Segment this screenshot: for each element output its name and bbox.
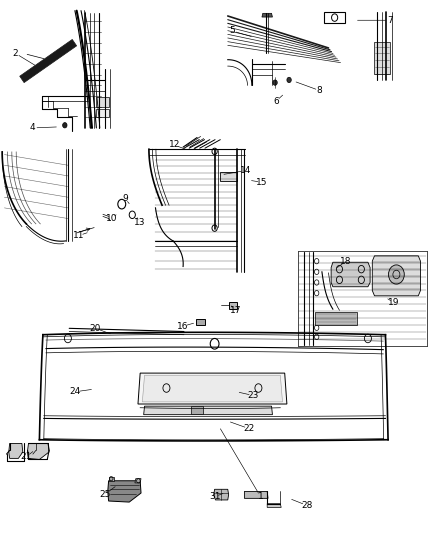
Text: 25: 25 — [99, 490, 111, 498]
Text: 9: 9 — [122, 194, 128, 203]
Polygon shape — [372, 256, 420, 296]
Polygon shape — [109, 477, 114, 481]
Polygon shape — [28, 443, 49, 459]
Polygon shape — [9, 443, 23, 458]
Polygon shape — [315, 312, 357, 325]
Polygon shape — [135, 479, 141, 483]
Bar — [96, 109, 109, 117]
Polygon shape — [244, 491, 268, 498]
Bar — [220, 172, 237, 181]
Polygon shape — [267, 504, 281, 507]
Text: 24: 24 — [70, 387, 81, 396]
Text: 22: 22 — [243, 424, 254, 433]
Bar — [324, 12, 345, 23]
Circle shape — [273, 80, 277, 85]
Bar — [96, 97, 109, 107]
Text: 23: 23 — [247, 391, 259, 400]
Text: 10: 10 — [106, 214, 117, 223]
Text: 8: 8 — [317, 86, 323, 95]
Text: 2: 2 — [13, 49, 18, 58]
Bar — [196, 319, 205, 325]
Text: 11: 11 — [73, 231, 85, 240]
Text: 1: 1 — [258, 492, 264, 501]
Polygon shape — [262, 13, 272, 17]
Text: 31: 31 — [209, 492, 220, 501]
Circle shape — [63, 123, 67, 128]
Polygon shape — [108, 481, 141, 502]
Polygon shape — [20, 39, 77, 83]
Polygon shape — [138, 373, 287, 404]
Bar — [191, 406, 203, 414]
Polygon shape — [214, 489, 229, 500]
Circle shape — [287, 77, 291, 83]
Text: 21: 21 — [21, 453, 32, 461]
Text: 5: 5 — [229, 27, 235, 35]
Text: 20: 20 — [90, 324, 101, 333]
Bar — [229, 302, 237, 309]
Text: 19: 19 — [389, 298, 400, 307]
Circle shape — [389, 265, 404, 284]
Text: 18: 18 — [340, 257, 352, 265]
Text: 12: 12 — [169, 141, 180, 149]
Polygon shape — [144, 406, 272, 415]
Text: 28: 28 — [301, 501, 312, 510]
Text: 4: 4 — [30, 124, 35, 132]
Text: 6: 6 — [273, 97, 279, 106]
Text: 17: 17 — [230, 306, 241, 314]
Text: 7: 7 — [387, 16, 393, 25]
Text: 13: 13 — [134, 219, 146, 227]
Text: 14: 14 — [240, 166, 251, 175]
Bar — [374, 42, 390, 74]
Polygon shape — [331, 262, 370, 287]
Polygon shape — [142, 375, 283, 402]
Text: 15: 15 — [256, 178, 268, 187]
Text: 16: 16 — [177, 322, 189, 330]
